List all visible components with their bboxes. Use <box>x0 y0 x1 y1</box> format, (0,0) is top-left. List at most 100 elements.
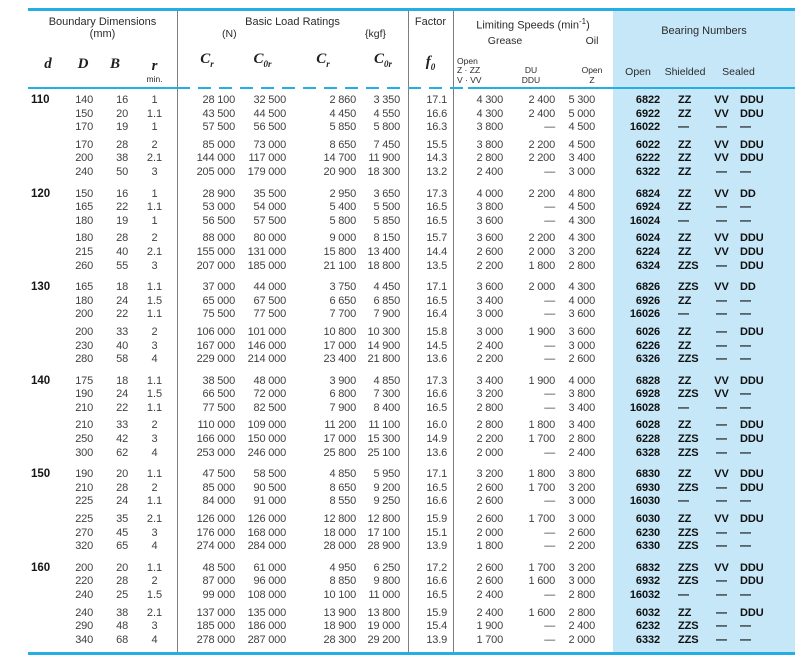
cell-outer-diameter: 200 <box>75 561 93 574</box>
cell-outer-diameter: 210 <box>75 419 93 432</box>
cell-chamfer-min: 1.5 <box>146 388 163 401</box>
cell-bearing-vv: VV <box>714 245 729 258</box>
cell-bearing-vv: — <box>716 294 727 307</box>
cell-bearing-number-open: 6226 <box>635 339 660 352</box>
table-row: 180 28 2 88 000 80 000 9 000 8 150 15.7 3 600 2 2… <box>28 232 795 246</box>
cell-cr-kgf: 8 850 <box>329 575 356 588</box>
table-row: 110 140 16 1 28 100 32 500 2 860 3 350 17.1 4 300… <box>28 94 795 108</box>
cell-bearing-shielded: ZZ <box>678 339 692 352</box>
cell-chamfer-min: 3 <box>151 620 158 633</box>
cell-width: 68 <box>116 633 128 646</box>
cell-bearing-vv: — <box>716 201 727 214</box>
cell-bore-diameter <box>28 260 68 274</box>
cell-factor-f0: 16.5 <box>426 589 447 601</box>
cell-oil-speed: 3 000 <box>568 495 595 508</box>
boundary-title: Boundary Dimensions <box>48 16 157 28</box>
cell-grease-du-speed: 2 000 <box>528 245 555 258</box>
cell-grease-open-speed: 3 000 <box>476 308 503 321</box>
cell-oil-speed: 5 000 <box>568 107 595 120</box>
cell-chamfer-min: 2.1 <box>146 152 163 165</box>
cell-bearing-shielded: ZZ <box>678 187 692 200</box>
cell-c0r-newton: 168 000 <box>247 526 287 539</box>
cell-bearing-vv: — <box>716 620 727 633</box>
cell-factor-f0: 13.6 <box>426 353 447 366</box>
cell-chamfer-min: 2.1 <box>146 513 163 526</box>
cell-chamfer-min: 4 <box>151 353 158 366</box>
cell-cr-kgf: 15 800 <box>323 245 357 258</box>
cell-outer-diameter: 230 <box>75 339 93 352</box>
cell-bearing-number-open: 6924 <box>635 201 660 214</box>
cell-grease-open-speed: 2 800 <box>476 419 503 432</box>
cell-bearing-sealed: — <box>740 339 751 352</box>
cell-c0r-newton: 287 000 <box>247 633 287 646</box>
cell-grease-open-speed: 2 800 <box>476 152 503 165</box>
speeds-title: Limiting Speeds (min-1) <box>476 17 590 32</box>
cell-bearing-number-open: 6324 <box>635 259 660 272</box>
cell-bearing-number-open: 6930 <box>635 481 660 494</box>
table-row: 225 24 1.1 84 000 91 000 8 550 9 250 16.6 2 600 —… <box>28 495 795 509</box>
cell-outer-diameter: 180 <box>75 214 93 227</box>
cell-width: 62 <box>116 446 128 459</box>
cell-c0r-newton: 61 000 <box>253 561 287 574</box>
cell-c0r-newton: 35 500 <box>253 187 287 200</box>
cell-bearing-number-open: 6832 <box>635 561 660 574</box>
cell-c0r-kgf: 15 300 <box>367 433 401 446</box>
cell-outer-diameter: 290 <box>75 620 93 633</box>
cell-width: 24 <box>116 495 128 508</box>
cell-bearing-vv: VV <box>714 138 729 151</box>
cell-bearing-shielded: — <box>678 401 689 414</box>
cell-oil-speed: 3 000 <box>568 339 595 352</box>
cell-bearing-sealed: — <box>740 353 751 366</box>
row-block: 160 200 20 1.1 48 500 61 000 4 950 6 250 17.2 2 6… <box>28 562 795 603</box>
bearing-group: 110 140 16 1 28 100 32 500 2 860 3 350 17.1 4 300… <box>28 94 795 180</box>
cell-cr-newton: 155 000 <box>196 245 236 258</box>
cell-bore-diameter <box>28 495 68 509</box>
cell-c0r-kgf: 21 800 <box>367 353 401 366</box>
cell-bearing-shielded: ZZS <box>678 433 699 446</box>
cell-outer-diameter: 270 <box>75 526 93 539</box>
bearing-group: 130 165 18 1.1 37 000 44 000 3 750 4 450 17.1 3 6… <box>28 281 795 367</box>
cell-width: 50 <box>116 165 128 178</box>
cell-grease-open-speed: 3 600 <box>476 214 503 227</box>
cell-bearing-number-open: 6022 <box>635 138 660 151</box>
bearing-numbers-panel <box>613 11 795 652</box>
cell-bearing-shielded: ZZ <box>678 419 692 432</box>
cell-cr-kgf: 5 400 <box>329 201 356 214</box>
header-bearing-numbers: Bearing Numbers Open Shielded Sealed <box>613 11 795 87</box>
cell-outer-diameter: 210 <box>75 481 93 494</box>
cell-cr-kgf: 4 450 <box>329 107 356 120</box>
cell-grease-du-speed: — <box>544 401 555 414</box>
cell-bearing-number-open: 6824 <box>635 187 660 200</box>
cell-bearing-sealed: DDU <box>740 561 764 574</box>
cell-outer-diameter: 215 <box>75 245 93 258</box>
cell-bearing-number-open: 6830 <box>635 468 660 481</box>
col-symbol-c0r-n: C0r <box>253 51 272 70</box>
cell-c0r-kgf: 13 800 <box>367 606 401 619</box>
cell-cr-kgf: 5 800 <box>329 214 356 227</box>
cell-c0r-kgf: 11 100 <box>368 419 400 432</box>
cell-c0r-kgf: 11 900 <box>368 152 400 165</box>
row-block: 170 28 2 85 000 73 000 8 650 7 450 15.5 3 800 2 2… <box>28 139 795 180</box>
cell-grease-open-speed: 2 400 <box>476 606 503 619</box>
cell-bearing-shielded: ZZ <box>678 606 692 619</box>
cell-factor-f0: 15.9 <box>426 513 447 526</box>
cell-factor-f0: 15.9 <box>426 606 447 619</box>
cell-c0r-kgf: 9 800 <box>373 575 400 588</box>
cell-grease-du-speed: — <box>544 353 555 366</box>
cell-cr-newton: 166 000 <box>196 433 236 446</box>
cell-chamfer-min: 1.1 <box>146 495 163 508</box>
cell-c0r-newton: 150 000 <box>247 433 287 446</box>
cell-cr-kgf: 8 650 <box>329 481 356 494</box>
cell-bearing-sealed: DDU <box>740 245 764 258</box>
cell-bearing-number-open: 6026 <box>635 325 660 338</box>
cell-c0r-newton: 57 500 <box>253 214 287 227</box>
table-row: 240 50 3 205 000 179 000 20 900 18 300 13.2 2 40… <box>28 166 795 180</box>
cell-grease-open-speed: 2 200 <box>476 259 503 272</box>
cell-cr-kgf: 18 900 <box>323 620 357 633</box>
cell-grease-du-speed: 2 200 <box>528 138 555 151</box>
speeds-lubricant-labels: Grease Oil <box>453 35 613 47</box>
cell-cr-newton: 28 100 <box>202 94 236 106</box>
cell-c0r-newton: 77 500 <box>253 308 287 321</box>
cell-outer-diameter: 280 <box>75 353 93 366</box>
cell-cr-newton: 65 000 <box>202 294 236 307</box>
